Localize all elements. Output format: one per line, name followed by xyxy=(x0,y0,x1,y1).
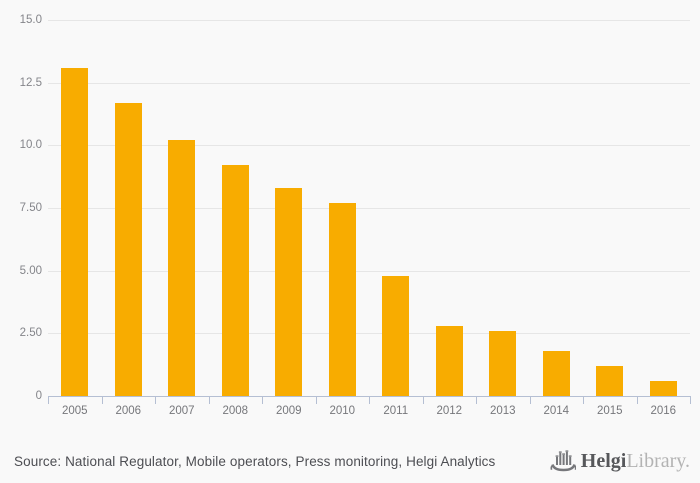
y-axis-tick-label: 2.50 xyxy=(19,327,42,340)
x-axis-tick xyxy=(208,397,210,404)
bar-2016 xyxy=(649,380,677,396)
logo-brand-primary: Helgi xyxy=(580,450,627,472)
logo-wordmark: HelgiLibrary. xyxy=(581,450,690,472)
x-axis-tick-label: 2005 xyxy=(61,405,88,417)
bar-2013 xyxy=(489,330,517,396)
x-axis-tick xyxy=(690,397,691,404)
x-axis-tick-label: 2010 xyxy=(329,405,356,417)
y-axis-tick-label: 15.0 xyxy=(19,14,42,26)
x-axis-tick xyxy=(101,397,103,404)
x-axis-tick xyxy=(48,397,49,404)
bar-2009 xyxy=(275,187,303,396)
x-axis-tick-label: 2012 xyxy=(436,405,463,417)
gridline-5.00 xyxy=(48,270,690,272)
bar-2007 xyxy=(168,140,196,396)
x-axis-tick xyxy=(422,397,424,404)
bar-2010 xyxy=(328,202,356,396)
helgi-library-logo: HelgiLibrary. xyxy=(550,449,690,473)
x-axis-tick-label: 2009 xyxy=(275,405,302,417)
x-axis-tick-label: 2008 xyxy=(222,405,249,417)
y-axis-tick-label: 12.5 xyxy=(19,76,42,89)
gridline-10.0 xyxy=(48,145,690,147)
y-axis-tick-label: 10.0 xyxy=(19,139,42,152)
bar-2015 xyxy=(596,365,624,396)
gridline-15.0 xyxy=(48,20,690,21)
y-axis-tick-label: 5.00 xyxy=(19,264,42,277)
x-axis-tick xyxy=(636,397,638,404)
x-axis-tick xyxy=(262,397,263,404)
x-axis-tick-label: 2007 xyxy=(168,405,195,417)
logo-brand-secondary: Library. xyxy=(626,450,690,472)
x-axis-tick-label: 2011 xyxy=(383,405,409,417)
x-axis-tick-label: 2014 xyxy=(543,405,570,417)
source-text: Source: National Regulator, Mobile opera… xyxy=(14,453,496,469)
y-axis-tick-label: 0 xyxy=(35,390,42,402)
x-axis-tick xyxy=(476,397,477,404)
x-axis-line xyxy=(48,396,691,397)
bar-2014 xyxy=(542,350,570,396)
x-axis-tick xyxy=(315,397,317,404)
bar-2012 xyxy=(435,325,463,396)
bar-2008 xyxy=(221,165,249,396)
x-axis-tick-label: 2006 xyxy=(115,405,142,417)
gridline-7.50 xyxy=(48,208,690,209)
x-axis-tick xyxy=(529,397,531,404)
gridline-2.50 xyxy=(48,333,690,335)
bar-2006 xyxy=(114,102,142,396)
bar-2011 xyxy=(382,275,410,396)
x-axis-tick xyxy=(583,397,584,404)
bar-2005 xyxy=(61,67,89,396)
x-axis-tick xyxy=(155,397,156,404)
x-axis-tick xyxy=(369,397,370,404)
gridline-12.5 xyxy=(48,82,690,84)
x-axis-tick-label: 2013 xyxy=(489,405,516,417)
ship-bars-icon xyxy=(550,449,576,471)
footer: Source: National Regulator, Mobile opera… xyxy=(0,439,700,483)
bar-chart: 15.0 12.5 10.0 7.50 5.00 2.50 0 2005 2006 2007 200… xyxy=(19,14,691,417)
x-axis-tick-label: 2016 xyxy=(650,405,677,417)
y-axis-tick-label: 7.50 xyxy=(19,202,42,214)
x-axis-tick-label: 2015 xyxy=(596,405,623,417)
